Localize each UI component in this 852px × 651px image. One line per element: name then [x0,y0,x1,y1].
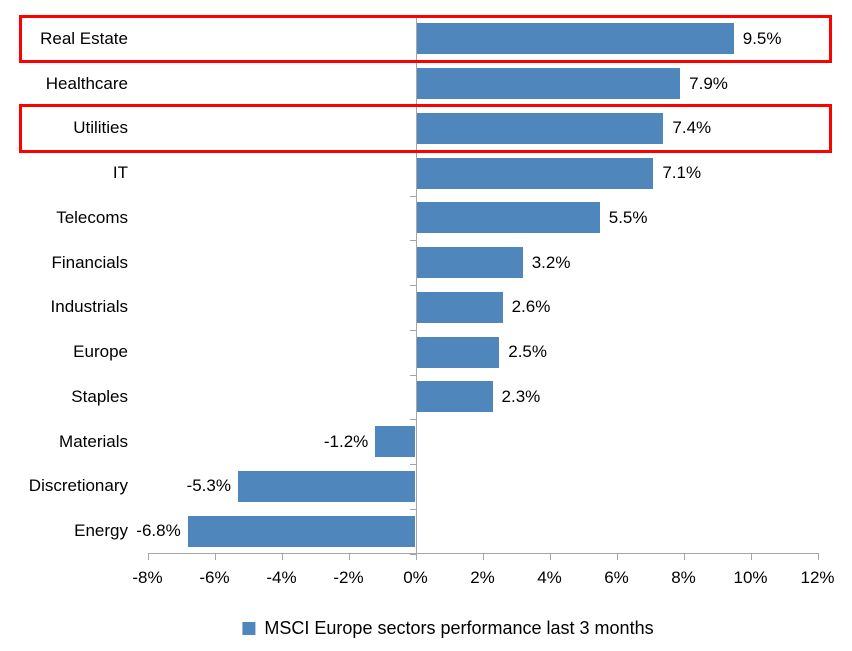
value-label-real-estate: 9.5% [742,28,782,48]
x-tick-label-2pct: 2% [470,568,495,587]
category-label-it: IT [112,163,128,183]
x-tick-label-neg8pct: -8% [132,568,163,587]
category-axis-tick [410,509,416,510]
bar-healthcare [415,68,681,100]
legend-marker-square [242,622,256,635]
bar-real-estate [415,23,734,55]
value-label-energy: -6.8% [136,521,181,541]
x-tick-label-4pct: 4% [537,568,562,587]
value-axis-tick [550,553,551,560]
value-axis-tick [282,553,283,560]
value-axis-tick [416,553,417,560]
category-label-healthcare: Healthcare [45,73,128,93]
category-label-europe: Europe [73,342,128,362]
value-label-industrials: 2.6% [511,297,551,317]
category-label-industrials: Industrials [50,297,128,317]
value-axis-tick [215,553,216,560]
value-label-financials: 3.2% [531,252,571,272]
value-axis-line [147,553,818,554]
value-label-telecoms: 5.5% [608,207,648,227]
bar-industrials [415,291,503,323]
category-axis-tick [410,330,416,331]
x-tick-label-0pct: 0% [403,568,428,587]
bar-europe [415,336,500,368]
bar-staples [415,381,493,413]
value-axis-tick [617,553,618,560]
highlight-box-utilities [19,104,832,153]
bar-utilities [415,112,664,144]
value-label-discretionary: -5.3% [186,476,231,496]
value-label-europe: 2.5% [508,342,547,362]
category-axis-tick [410,196,416,197]
highlight-box-real-estate [19,14,832,64]
value-axis-tick [483,553,484,560]
x-tick-label-10pct: 10% [733,568,768,587]
value-label-it: 7.1% [662,163,702,183]
bar-materials [375,426,416,458]
x-tick-label-neg4pct: -4% [266,568,297,587]
legend-label: MSCI Europe sectors performance last 3 m… [264,618,654,638]
value-label-healthcare: 7.9% [689,73,728,93]
legend: MSCI Europe sectors performance last 3 m… [242,618,654,639]
value-label-materials: -1.2% [323,431,369,451]
value-axis-tick [818,553,819,560]
value-label-utilities: 7.4% [672,118,712,138]
bar-telecoms [415,202,600,234]
category-label-materials: Materials [59,431,128,451]
category-label-utilities: Utilities [73,118,128,138]
x-tick-label-neg2pct: -2% [333,568,364,587]
category-label-energy: Energy [74,521,128,541]
bar-energy [187,515,416,547]
category-axis-line [416,16,417,553]
x-tick-label-neg6pct: -6% [199,568,230,587]
category-axis-tick [410,285,416,286]
value-axis-tick [148,553,149,560]
x-tick-label-12pct: 12% [800,568,835,587]
value-label-staples: 2.3% [501,386,541,406]
value-axis-tick [349,553,350,560]
x-tick-label-6pct: 6% [604,568,629,587]
category-axis-tick [410,240,416,241]
value-axis-tick [751,553,752,560]
category-label-discretionary: Discretionary [28,476,128,496]
category-label-staples: Staples [71,386,128,406]
x-tick-label-8pct: 8% [671,568,696,587]
category-axis-tick [410,17,416,18]
category-label-real-estate: Real Estate [40,28,128,48]
category-axis-tick [410,554,416,555]
bar-it [415,157,654,189]
category-label-telecoms: Telecoms [56,207,128,227]
category-label-financials: Financials [51,252,128,272]
value-axis-tick [684,553,685,560]
category-axis-tick [410,375,416,376]
bar-discretionary [237,470,416,502]
category-axis-tick [410,419,416,420]
category-axis-tick [410,464,416,465]
bar-financials [415,247,523,279]
